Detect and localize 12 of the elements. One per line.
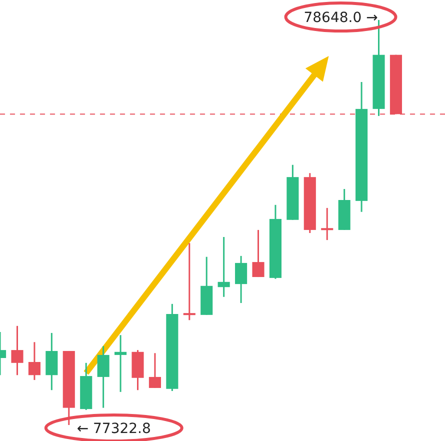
candlestick — [235, 255, 248, 304]
annotation: ← 77322.8 — [76, 421, 151, 437]
candlestick — [148, 352, 161, 389]
candlestick — [28, 341, 40, 381]
candlestick — [183, 242, 196, 321]
candlestick — [11, 325, 24, 376]
candlestick — [252, 229, 264, 278]
candlestick — [97, 345, 110, 409]
candlestick — [321, 207, 334, 241]
candlestick — [114, 334, 127, 393]
candlestick — [218, 236, 230, 298]
annotation: 78648.0 → — [304, 10, 378, 26]
